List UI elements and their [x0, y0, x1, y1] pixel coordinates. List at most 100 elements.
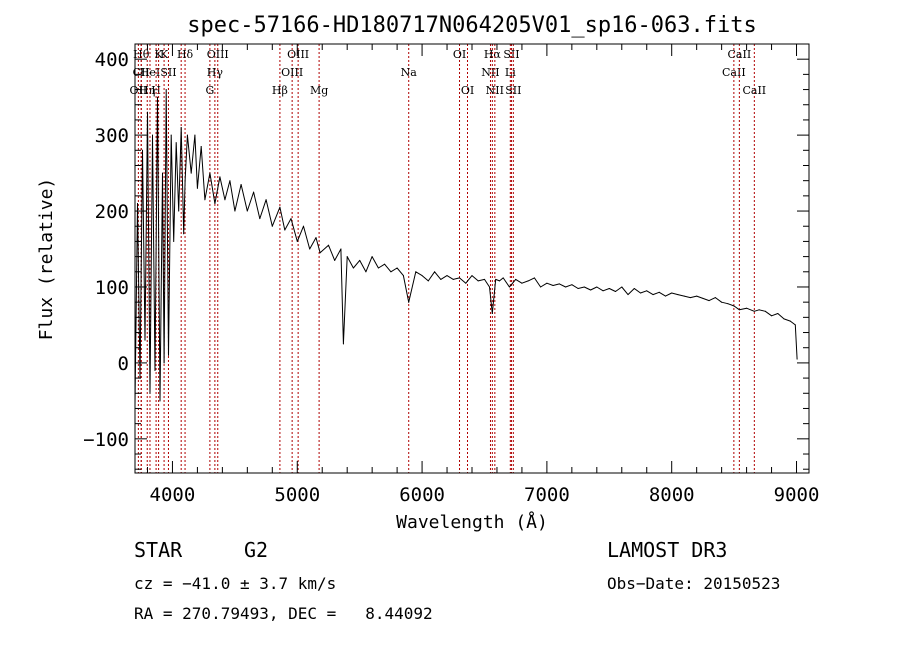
data-point — [214, 203, 216, 204]
data-point — [677, 294, 679, 296]
survey-name: LAMOST DR3 — [607, 538, 728, 562]
data-point — [170, 134, 172, 136]
data-point — [284, 229, 286, 231]
data-point — [552, 285, 554, 286]
y-tick-label: 300 — [95, 125, 129, 147]
data-point — [427, 280, 429, 282]
line-marker-label-12: Hγ — [207, 66, 224, 79]
data-point — [186, 134, 188, 136]
data-point — [271, 225, 273, 227]
line-marker-label-28: CaII — [728, 48, 752, 61]
data-point — [229, 180, 231, 182]
data-point — [234, 210, 236, 212]
line-marker-label-1: Hθ — [133, 48, 150, 61]
data-point — [721, 301, 723, 303]
data-point — [596, 286, 598, 288]
data-point — [714, 297, 716, 299]
data-point — [789, 320, 791, 322]
y-tick-label: 200 — [95, 201, 129, 223]
x-tick-label: 9000 — [774, 484, 820, 506]
data-point — [328, 244, 329, 246]
data-point — [259, 218, 261, 220]
data-point — [738, 309, 740, 311]
line-marker-label-27: CaII — [722, 66, 746, 79]
data-point — [621, 286, 623, 288]
x-tick-label: 6000 — [399, 484, 445, 506]
data-point — [137, 203, 138, 204]
data-point — [777, 313, 779, 314]
data-point — [452, 278, 454, 280]
line-marker-label-26: SII — [505, 84, 521, 97]
data-point — [147, 111, 148, 113]
line-marker-label-25: SII — [503, 48, 519, 61]
data-point — [671, 292, 673, 294]
data-point — [796, 358, 798, 360]
data-point — [152, 134, 153, 136]
data-point — [508, 286, 510, 288]
y-tick-label: −100 — [83, 429, 129, 451]
data-point — [402, 275, 404, 277]
data-point — [142, 149, 143, 151]
data-point — [471, 275, 473, 277]
data-point — [689, 297, 691, 299]
line-marker-label-22: Hα — [484, 48, 502, 61]
data-point — [346, 256, 348, 258]
data-point — [183, 233, 185, 235]
data-point — [253, 191, 255, 193]
line-marker-label-29: CaII — [742, 84, 766, 97]
data-point — [627, 294, 629, 296]
line-marker-label-16: OIII — [287, 48, 309, 61]
data-point — [315, 237, 317, 239]
data-point — [165, 89, 167, 91]
series-layer — [134, 89, 798, 406]
data-point — [352, 267, 354, 269]
data-point — [209, 172, 211, 174]
line-marker-label-5: H — [151, 84, 161, 97]
x-tick-label: 5000 — [274, 484, 320, 506]
data-point — [196, 187, 198, 189]
plot-frame — [134, 43, 810, 474]
data-point — [753, 310, 755, 312]
data-point — [178, 210, 180, 212]
data-point — [633, 288, 635, 289]
data-point — [577, 288, 579, 289]
data-point — [240, 184, 242, 185]
line-marker-label-24: Li — [505, 66, 516, 79]
data-point — [144, 339, 146, 341]
data-point — [794, 324, 796, 326]
data-point — [702, 297, 704, 299]
data-point — [708, 300, 710, 302]
data-point — [527, 280, 529, 282]
line-marker-label-23: NII — [486, 84, 504, 97]
data-point — [459, 277, 460, 279]
data-point — [640, 292, 641, 294]
x-axis-label: Wavelength (Å) — [396, 511, 548, 533]
data-point — [696, 295, 698, 297]
object-class: STAR — [134, 538, 183, 562]
data-point — [200, 146, 202, 147]
y-tick-label: 100 — [95, 277, 129, 299]
data-point — [224, 199, 226, 201]
data-point — [377, 267, 379, 269]
line-markers: OIIHθCIIHηHeIHKKSIIHδGHγOIIIHβOIIIOIIIMg… — [130, 44, 766, 473]
redshift-cz: cz = −41.0 ± 3.7 km/s — [134, 574, 337, 593]
y-tick-label: 0 — [118, 353, 129, 375]
data-point — [658, 291, 660, 293]
data-point — [421, 275, 423, 277]
ra-dec: RA = 270.79493, DEC = 8.44092 — [134, 604, 433, 623]
line-marker-label-7: K — [160, 48, 169, 61]
data-point — [665, 295, 666, 297]
data-point — [371, 256, 373, 258]
object-subclass: G2 — [244, 538, 269, 562]
data-point — [162, 172, 163, 174]
data-point — [733, 305, 735, 307]
data-point — [175, 142, 177, 144]
line-marker-label-17: Mg — [310, 84, 328, 97]
line-marker-label-15: OIII — [281, 66, 303, 79]
data-point — [783, 318, 785, 320]
line-marker-label-20: OI — [461, 84, 474, 97]
data-point — [334, 259, 336, 261]
data-point — [440, 278, 442, 280]
line-marker-label-8: SII — [160, 66, 176, 79]
data-point — [194, 134, 196, 136]
